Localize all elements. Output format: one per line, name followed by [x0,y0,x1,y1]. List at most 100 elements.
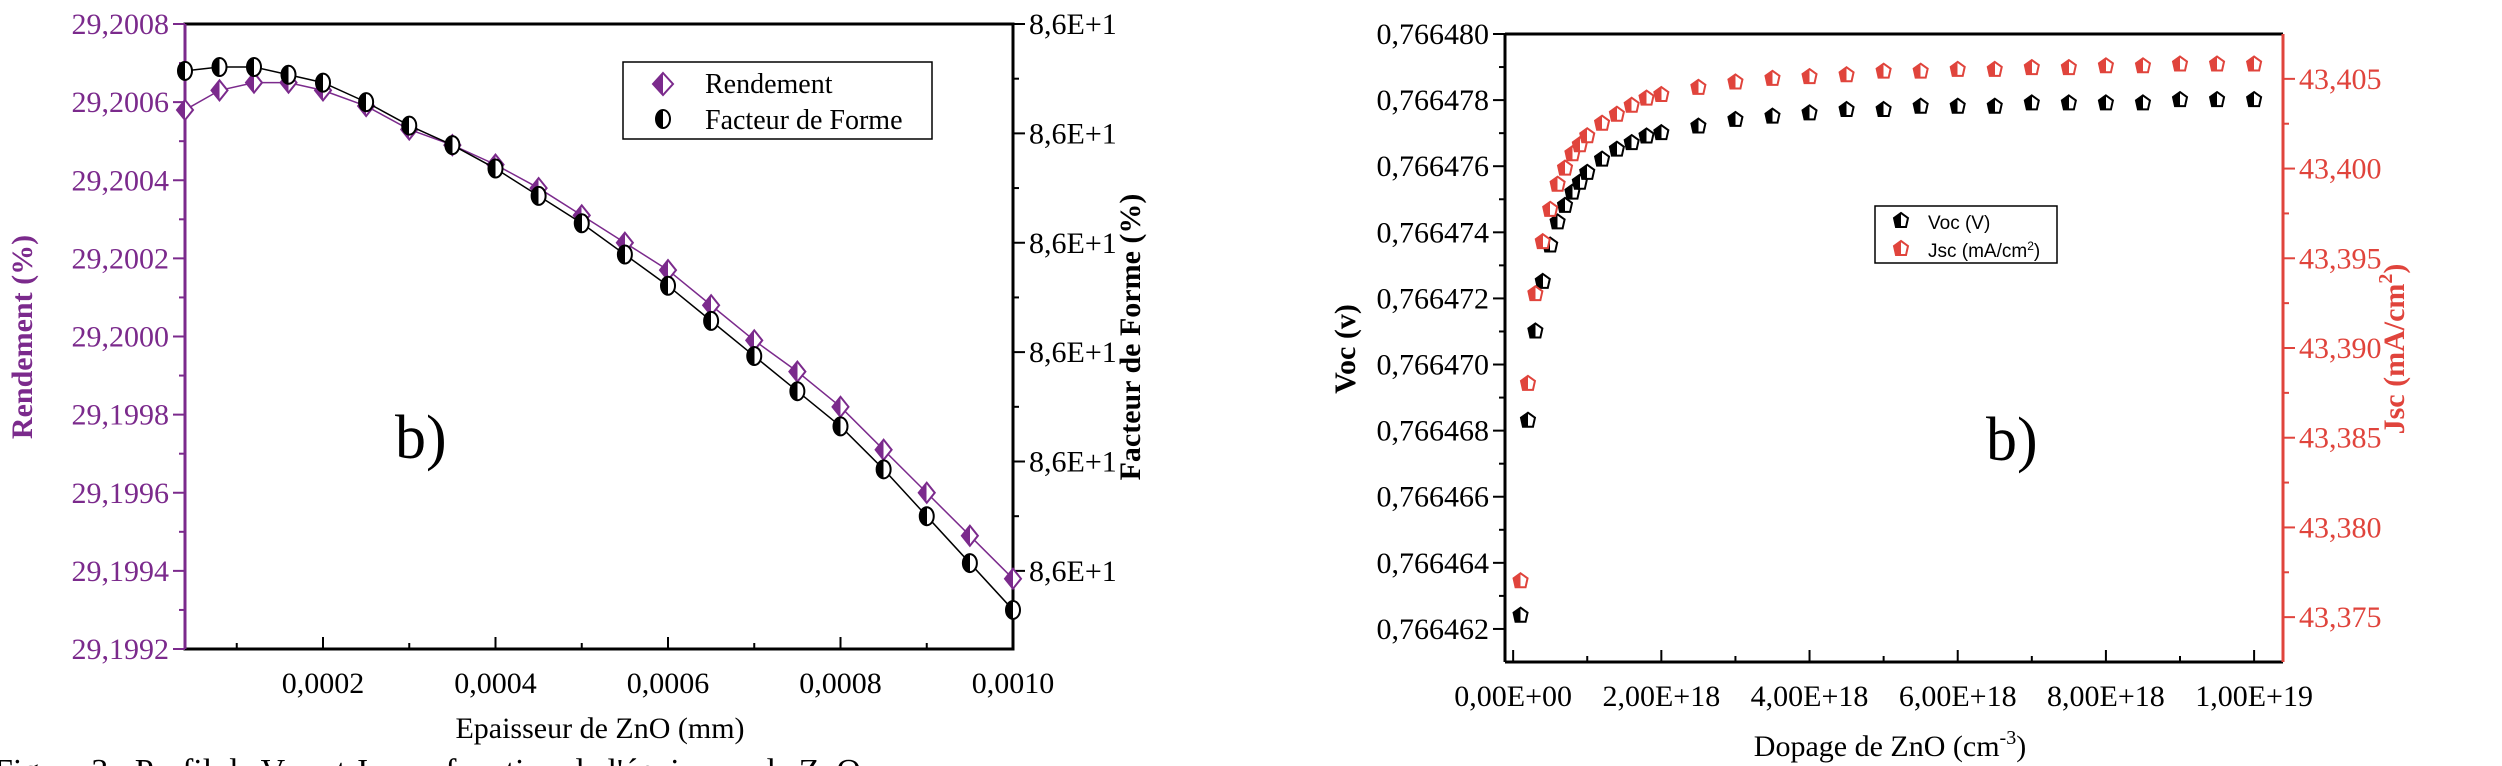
y-tick-label: 0,766464 [1377,547,1490,580]
data-point-facteur-de-forme [918,506,935,527]
data-point-facteur-de-forme [616,244,633,265]
x-tick-label: 4,00E+18 [1751,680,1869,713]
data-point-jsc-ma-cm2 [2134,57,2152,74]
data-point-facteur-de-forme [961,553,978,574]
y-tick-label: 29,2002 [72,242,170,275]
y-right-tick-label: 43,385 [2299,422,2382,455]
y-tick-label: 29,1994 [72,555,170,588]
y-tick-label: 0,766476 [1377,150,1490,183]
y-tick-label: 0,766462 [1377,613,1490,646]
y-axis-title: Rendement (%) [6,235,39,439]
y-tick-label: 29,1996 [72,477,170,510]
data-point-rendement [175,98,195,122]
data-point-voc-v [2060,94,2077,111]
x-tick-label: 0,0002 [282,667,365,700]
legend-label: Jsc (mA/cm2) [1928,239,2040,262]
data-point-rendement [210,78,229,103]
data-point-facteur-de-forme [358,92,375,113]
data-point-rendement [788,360,807,384]
y-tick-label: 0,766474 [1377,216,1490,249]
data-point-voc-v [1623,133,1640,151]
x-tick-label: 1,00E+19 [2195,680,2313,713]
legend: Rendement Facteur de Forme [622,61,933,140]
data-point-jsc-ma-cm2 [1512,572,1529,589]
y-tick-label: 29,1998 [72,399,170,432]
data-point-jsc-ma-cm2 [1623,96,1640,113]
data-point-voc-v [1527,322,1544,339]
y-tick-label: 29,2006 [72,86,170,119]
y-right-tick-label: 43,395 [2299,242,2382,275]
data-point-facteur-de-forme [177,60,193,81]
data-point-voc-v [1690,117,1707,134]
data-point-jsc-ma-cm2 [1593,114,1611,131]
y-tick-label: 0,766480 [1377,18,1490,51]
y-right-tick-label: 43,400 [2299,153,2382,186]
x-tick-label: 0,0008 [799,667,882,700]
data-point-voc-v [2171,90,2189,108]
x-tick-label: 6,00E+18 [1899,680,2017,713]
data-point-voc-v [1579,163,1596,180]
data-point-jsc-ma-cm2 [1912,62,1929,79]
data-point-facteur-de-forme [246,56,262,77]
x-tick-label: 8,00E+18 [2047,680,2165,713]
data-point-facteur-de-forme [315,72,331,93]
y-tick-label: 0,766468 [1377,415,1490,448]
data-point-facteur-de-forme [280,64,297,85]
data-point-voc-v [1534,272,1551,289]
data-point-voc-v [1986,97,2003,114]
data-point-jsc-ma-cm2 [1949,60,1966,77]
y-right-tick-label: 43,380 [2299,511,2382,544]
y-right-tick-label: 8,6E+1 [1029,336,1117,369]
data-point-voc-v [1653,123,1670,141]
data-point-facteur-de-forme [530,185,547,206]
y-tick-label: 29,2004 [72,164,170,197]
legend: Voc (V) Jsc (mA/cm2) [1874,205,2058,264]
x-tick-label: 0,00E+00 [1454,680,1572,713]
x-tick-label: 0,0010 [972,667,1055,700]
legend-label: Voc (V) [1928,213,1990,234]
data-point-jsc-ma-cm2 [1690,78,1707,95]
data-point-facteur-de-forme [487,158,504,179]
data-point-facteur-de-forme [401,115,418,136]
data-point-voc-v [1519,411,1537,428]
data-point-facteur-de-forme [444,135,461,156]
data-point-voc-v [1727,110,1744,127]
data-point-voc-v [1764,107,1781,124]
data-point-rendement [1003,567,1023,591]
y-tick-label: 29,2008 [72,8,170,41]
data-point-jsc-ma-cm2 [1653,85,1670,103]
data-point-facteur-de-forme [1005,599,1021,620]
legend-pentagon-icon [1892,211,1910,228]
data-point-jsc-ma-cm2 [1549,175,1566,192]
y-tick-label: 0,766472 [1377,282,1490,315]
data-point-jsc-ma-cm2 [1579,127,1596,144]
data-point-facteur-de-forme [211,56,228,77]
data-point-voc-v [1949,97,1966,114]
y-right-tick-label: 8,6E+1 [1029,446,1117,479]
y-right-tick-label: 43,375 [2299,601,2382,634]
x-axis-title: Dopage de ZnO (cm-3) [1754,727,2026,763]
data-point-voc-v [1608,140,1626,157]
data-point-voc-v [1593,150,1611,167]
y-tick-label: 29,1992 [72,633,170,666]
chart-voc-jsc: 0,00E+00 2,00E+18 4,00E+18 6,00E+18 8,00E+18… [1329,18,2411,763]
legend-label: Facteur de Forme [705,105,903,136]
y-tick-label: 29,2000 [72,321,170,354]
y-right-tick-label: 8,6E+1 [1029,227,1117,260]
y-right-tick-label: 8,6E+1 [1029,8,1117,41]
data-point-jsc-ma-cm2 [1534,232,1551,250]
data-point-jsc-ma-cm2 [1608,105,1626,122]
data-point-voc-v [1875,100,1892,118]
data-point-voc-v [1638,127,1655,144]
data-point-jsc-ma-cm2 [2208,55,2226,72]
y-right-axis-title: Jsc (mA/cm2) [2375,264,2411,435]
y-tick-label: 0,766470 [1377,349,1490,382]
data-point-facteur-de-forme [703,310,720,331]
data-point-jsc-ma-cm2 [2060,58,2077,76]
data-point-jsc-ma-cm2 [2097,57,2115,74]
y-right-axis-title: Facteur de Forme (%) [1114,194,1147,481]
data-point-jsc-ma-cm2 [1986,60,2003,77]
data-point-jsc-ma-cm2 [2171,55,2189,72]
legend-circle-icon [655,109,671,129]
